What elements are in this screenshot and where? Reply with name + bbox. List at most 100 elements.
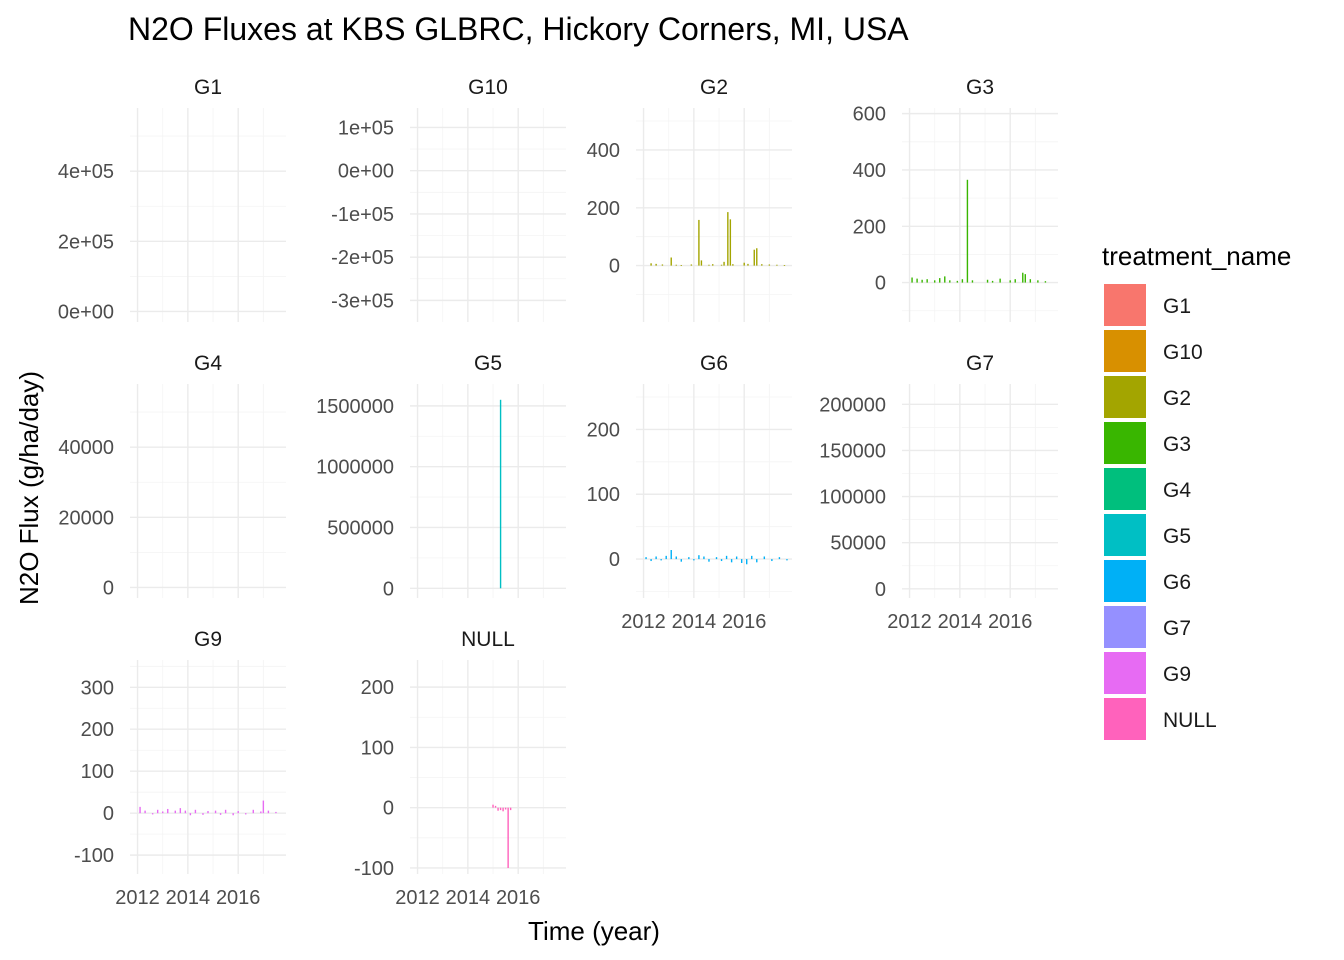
y-tick-label: 1000000: [316, 457, 394, 479]
x-tick-label: 2012: [887, 611, 932, 633]
x-tick-label: 2014: [672, 611, 717, 633]
data-bar: [144, 810, 146, 814]
data-bar: [921, 279, 923, 283]
data-bar: [670, 550, 672, 560]
facet-strip-label: G3: [966, 76, 994, 99]
y-tick-label: -2e+05: [331, 247, 394, 269]
data-bar: [991, 280, 994, 283]
data-bar: [771, 559, 773, 562]
data-bar: [688, 557, 690, 560]
legend-item: G6: [1104, 560, 1191, 602]
data-bar: [944, 276, 946, 283]
y-tick-label: 40000: [58, 437, 114, 459]
data-bar: [224, 809, 227, 814]
data-bar: [499, 807, 502, 811]
data-bar: [1037, 280, 1039, 283]
data-bar: [267, 810, 270, 814]
y-tick-label: 200: [587, 198, 620, 220]
data-bar: [497, 807, 499, 811]
data-bar: [751, 555, 753, 560]
panel-g10: -3e+05 -2e+05 -1e+05 0e+00 1e+05 G10: [331, 76, 566, 322]
y-tick-label: 200: [853, 216, 886, 238]
data-bar: [675, 264, 677, 266]
data-bar: [926, 279, 928, 283]
data-bar: [999, 278, 1001, 283]
data-bar: [740, 559, 743, 563]
data-bar: [650, 559, 652, 562]
panel-g1: 0e+00 2e+05 4e+05 G1: [58, 76, 286, 323]
y-tick-label: -100: [74, 845, 114, 867]
panel-g6: 0 100 200 G6 2012 2014 2016: [587, 352, 792, 633]
data-bar: [162, 811, 164, 814]
legend-label: G1: [1163, 295, 1191, 318]
legend-item: G10: [1104, 330, 1203, 372]
data-bar: [645, 557, 647, 560]
data-bar: [703, 556, 705, 560]
data-bar: [966, 179, 969, 283]
data-bar: [499, 399, 502, 589]
data-bar: [665, 555, 667, 560]
y-tick-label: 0: [609, 549, 620, 571]
data-bar: [708, 264, 710, 266]
panel-g4: 0 20000 40000 G4: [58, 352, 286, 599]
legend-label: G7: [1163, 617, 1191, 640]
data-bar: [743, 262, 745, 266]
y-tick-label: 0: [103, 577, 114, 599]
data-bar: [189, 813, 192, 816]
data-bar: [219, 813, 222, 815]
legend-label: G2: [1163, 387, 1191, 410]
legend-item: G4: [1104, 468, 1191, 510]
data-bar: [986, 279, 989, 283]
data-bar: [961, 279, 964, 283]
data-bar: [492, 804, 494, 808]
legend-item: G5: [1104, 514, 1191, 556]
y-axis-title: N2O Flux (g/ha/day): [14, 371, 44, 605]
x-tick-label: 2014: [166, 887, 211, 909]
legend-swatch: [1104, 376, 1146, 418]
data-bar: [778, 557, 781, 560]
facet-strip-label: G10: [468, 76, 508, 99]
data-bar: [237, 811, 239, 814]
x-tick-label: 2012: [395, 887, 440, 909]
data-bar: [698, 219, 700, 266]
y-tick-label: 100: [587, 484, 620, 506]
data-bar: [723, 261, 725, 266]
data-bar: [1009, 280, 1011, 283]
legend-label: G9: [1163, 663, 1191, 686]
y-tick-label: 0: [875, 579, 886, 601]
legend-item: NULL: [1104, 698, 1217, 740]
data-bar: [712, 264, 714, 266]
x-axis-title: Time (year): [528, 916, 660, 946]
data-bar: [761, 264, 763, 266]
data-bar: [680, 265, 682, 266]
facet-strip-label: NULL: [461, 628, 515, 651]
data-bar: [507, 807, 509, 868]
panel-g2: 0 200 400 G2: [587, 76, 792, 322]
y-tick-label: 2e+05: [58, 231, 114, 253]
data-bar: [746, 559, 748, 565]
data-bar: [245, 813, 247, 815]
data-bar: [720, 559, 723, 562]
data-bar: [502, 807, 504, 812]
facet-strip-label: G5: [474, 352, 502, 375]
facet-strip-label: G9: [194, 628, 222, 651]
data-bar: [776, 264, 778, 266]
y-tick-label: 200: [587, 419, 620, 441]
x-tick-label: 2012: [115, 887, 160, 909]
data-bar: [732, 264, 734, 266]
y-tick-label: 0: [609, 256, 620, 278]
data-bar: [494, 805, 497, 808]
data-bar: [768, 264, 771, 266]
legend-label: G10: [1163, 341, 1203, 364]
legend-label: NULL: [1163, 709, 1217, 732]
data-bar: [715, 557, 718, 560]
data-bar: [956, 280, 959, 283]
data-bar: [720, 264, 723, 266]
data-bar: [690, 264, 693, 266]
y-tick-label: 0: [875, 273, 886, 295]
data-bar: [783, 265, 786, 266]
legend-swatch: [1104, 284, 1146, 326]
data-bar: [971, 280, 974, 283]
legend-swatch: [1104, 560, 1146, 602]
